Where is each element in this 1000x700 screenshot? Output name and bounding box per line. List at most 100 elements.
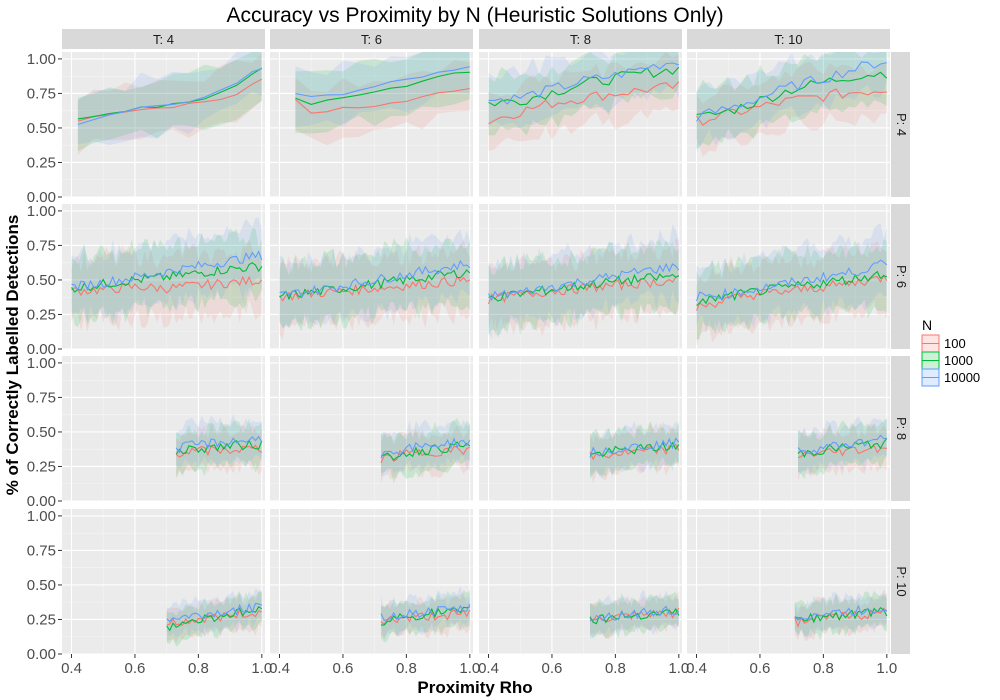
col-strip-label: T: 10 (774, 32, 802, 47)
x-tick-label: 1.0 (668, 660, 689, 677)
row-strip-label: P: 6 (894, 265, 909, 288)
x-tick-label: 1.0 (876, 660, 897, 677)
x-tick-label: 0.6 (542, 660, 563, 677)
col-strip-label: T: 6 (361, 32, 382, 47)
x-axis-title: Proximity Rho (417, 678, 532, 697)
confidence-ribbon (798, 416, 887, 478)
series-line (488, 273, 680, 302)
x-tick-label: 0.6 (333, 660, 354, 677)
confidence-ribbon (381, 419, 470, 477)
y-tick-label: 0.75 (27, 237, 56, 254)
series-line (295, 71, 470, 105)
y-tick-label: 0.25 (27, 611, 56, 628)
legend-title: N (922, 317, 932, 333)
confidence-ribbon (71, 239, 262, 333)
confidence-ribbon (794, 588, 887, 641)
chart-title: Accuracy vs Proximity by N (Heuristic So… (226, 4, 723, 27)
series-line (695, 259, 888, 302)
series-line (166, 608, 263, 626)
x-tick-label: 0.8 (813, 660, 834, 677)
x-tick-label: 0.6 (125, 660, 146, 677)
series-line (279, 259, 471, 298)
confidence-ribbon (798, 423, 887, 482)
facet-grid: T: 4 T: 6 T: 8 T: 10 P: 4 P: 6 P: 8 P: 10 0.00 0.… (27, 29, 910, 677)
series-line (279, 275, 471, 302)
y-tick-label: 0.50 (27, 120, 56, 137)
series-line (488, 262, 680, 302)
confidence-ribbon (381, 418, 470, 484)
series-line (71, 275, 263, 297)
series-line (797, 437, 888, 459)
x-tick-label: 0.4 (269, 660, 290, 677)
col-strip-label: T: 8 (570, 32, 591, 47)
col-strip-bg (62, 29, 265, 49)
series-line (166, 606, 263, 632)
col-strip-label: T: 4 (153, 32, 174, 47)
y-tick-label: 0.75 (27, 85, 56, 102)
series-line (589, 437, 680, 458)
series-line (696, 61, 887, 122)
confidence-ribbon (77, 52, 262, 152)
confidence-ribbon (279, 229, 470, 329)
x-tick-label: 1.0 (251, 660, 272, 677)
x-tick-label: 0.8 (396, 660, 417, 677)
confidence-ribbon (696, 52, 887, 149)
y-tick-label: 0.25 (27, 306, 56, 323)
series-line (71, 262, 263, 293)
series-line (794, 604, 887, 621)
row-strip-label: P: 8 (894, 417, 909, 440)
series-line (175, 435, 263, 454)
confidence-ribbon (590, 589, 679, 639)
series-line (380, 437, 471, 459)
series-line (175, 444, 263, 458)
series-line (380, 441, 471, 461)
series-line (488, 62, 679, 105)
confidence-ribbon (381, 590, 470, 643)
confidence-ribbon (77, 52, 262, 146)
series-line (71, 250, 263, 292)
series-line (589, 443, 680, 461)
legend-label: 100 (944, 336, 966, 351)
confidence-ribbon (71, 227, 262, 328)
row-strip-label: P: 10 (894, 566, 909, 596)
confidence-ribbon (488, 224, 679, 339)
x-tick-label: 0.4 (478, 660, 499, 677)
series-line (380, 445, 470, 464)
y-tick-label: 0.25 (27, 458, 56, 475)
x-tick-label: 0.8 (188, 660, 209, 677)
legend-label: 1000 (944, 353, 973, 368)
series-line (589, 607, 680, 625)
legend: N 100 1000 10000 (921, 317, 980, 387)
y-tick-label: 1.00 (27, 355, 56, 372)
col-strip-bg (479, 29, 682, 49)
x-tick-label: 1.0 (459, 660, 480, 677)
row-strip-bg (891, 356, 910, 501)
y-tick-label: 0.00 (27, 646, 56, 663)
confidence-ribbon (488, 238, 679, 337)
y-tick-label: 1.00 (27, 203, 56, 220)
y-tick-label: 0.75 (27, 542, 56, 559)
y-tick-label: 0.50 (27, 424, 56, 441)
row-strip-bg (891, 52, 910, 197)
series-line (77, 67, 263, 120)
series-line (589, 441, 680, 458)
y-tick-label: 1.00 (27, 508, 56, 525)
series-line (295, 87, 470, 114)
series-line (166, 602, 263, 623)
confidence-ribbon (794, 591, 887, 638)
confidence-ribbon (488, 52, 679, 136)
series-line (380, 609, 471, 625)
y-axis-title: % of Correctly Labelled Detections (3, 215, 22, 496)
x-tick-label: 0.4 (686, 660, 707, 677)
confidence-ribbon (798, 418, 887, 480)
series-line (797, 434, 887, 455)
confidence-ribbon (696, 61, 887, 157)
y-tick-label: 0.00 (27, 341, 56, 358)
y-tick-label: 0.50 (27, 577, 56, 594)
col-strip-bg (687, 29, 890, 49)
x-tick-label: 0.4 (61, 660, 82, 677)
y-tick-label: 0.00 (27, 189, 56, 206)
x-tick-label: 0.8 (605, 660, 626, 677)
confidence-ribbon (295, 52, 470, 134)
legend-label: 10000 (944, 370, 980, 385)
